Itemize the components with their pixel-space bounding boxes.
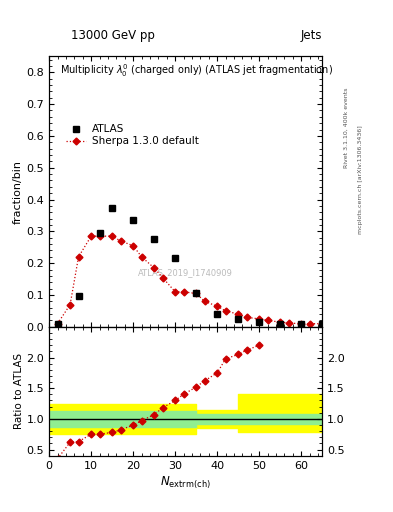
- Sherpa 1.3.0 default: [202, 298, 207, 305]
- Y-axis label: fraction/bin: fraction/bin: [12, 160, 22, 224]
- Text: Rivet 3.1.10, 400k events: Rivet 3.1.10, 400k events: [344, 88, 349, 168]
- Sherpa 1.3.0 default: [97, 233, 102, 239]
- Text: ATLAS_2019_I1740909: ATLAS_2019_I1740909: [138, 268, 233, 277]
- Sherpa 1.3.0 default: [299, 321, 304, 327]
- Sherpa 1.3.0 default: [236, 311, 241, 317]
- Sherpa 1.3.0 default: [89, 233, 94, 239]
- Text: Jets: Jets: [301, 29, 322, 42]
- Text: mcplots.cern.ch [arXiv:1306.3436]: mcplots.cern.ch [arXiv:1306.3436]: [358, 125, 363, 233]
- Sherpa 1.3.0 default: [215, 303, 220, 309]
- ATLAS: [110, 204, 114, 210]
- ATLAS: [55, 321, 60, 327]
- ATLAS: [97, 230, 102, 236]
- ATLAS: [131, 217, 136, 223]
- Sherpa 1.3.0 default: [257, 316, 262, 322]
- Sherpa 1.3.0 default: [76, 254, 81, 260]
- Sherpa 1.3.0 default: [244, 314, 249, 321]
- Text: Multiplicity $\lambda_0^0$ (charged only) (ATLAS jet fragmentation): Multiplicity $\lambda_0^0$ (charged only…: [60, 62, 333, 78]
- ATLAS: [320, 321, 325, 327]
- Sherpa 1.3.0 default: [139, 254, 144, 260]
- Sherpa 1.3.0 default: [286, 320, 291, 326]
- Sherpa 1.3.0 default: [265, 317, 270, 324]
- ATLAS: [215, 311, 220, 317]
- ATLAS: [236, 316, 241, 322]
- Legend: ATLAS, Sherpa 1.3.0 default: ATLAS, Sherpa 1.3.0 default: [62, 121, 202, 150]
- ATLAS: [173, 255, 178, 262]
- Sherpa 1.3.0 default: [173, 289, 178, 295]
- Sherpa 1.3.0 default: [68, 302, 72, 308]
- ATLAS: [76, 293, 81, 299]
- Sherpa 1.3.0 default: [55, 321, 60, 327]
- Sherpa 1.3.0 default: [160, 274, 165, 281]
- ATLAS: [299, 321, 304, 327]
- Sherpa 1.3.0 default: [118, 238, 123, 244]
- Sherpa 1.3.0 default: [223, 308, 228, 314]
- Sherpa 1.3.0 default: [194, 290, 198, 296]
- Text: 13000 GeV pp: 13000 GeV pp: [71, 29, 154, 42]
- Line: ATLAS: ATLAS: [54, 204, 326, 327]
- Sherpa 1.3.0 default: [307, 321, 312, 327]
- Sherpa 1.3.0 default: [278, 319, 283, 325]
- Sherpa 1.3.0 default: [320, 321, 325, 327]
- Sherpa 1.3.0 default: [152, 265, 156, 271]
- ATLAS: [152, 236, 156, 242]
- Sherpa 1.3.0 default: [110, 233, 114, 239]
- Sherpa 1.3.0 default: [131, 243, 136, 249]
- Sherpa 1.3.0 default: [181, 289, 186, 295]
- ATLAS: [257, 319, 262, 325]
- ATLAS: [194, 290, 198, 296]
- ATLAS: [278, 321, 283, 327]
- X-axis label: $N_{\mathrm{extrm(ch)}}$: $N_{\mathrm{extrm(ch)}}$: [160, 475, 211, 491]
- Line: Sherpa 1.3.0 default: Sherpa 1.3.0 default: [55, 233, 325, 326]
- Y-axis label: Ratio to ATLAS: Ratio to ATLAS: [14, 353, 24, 430]
